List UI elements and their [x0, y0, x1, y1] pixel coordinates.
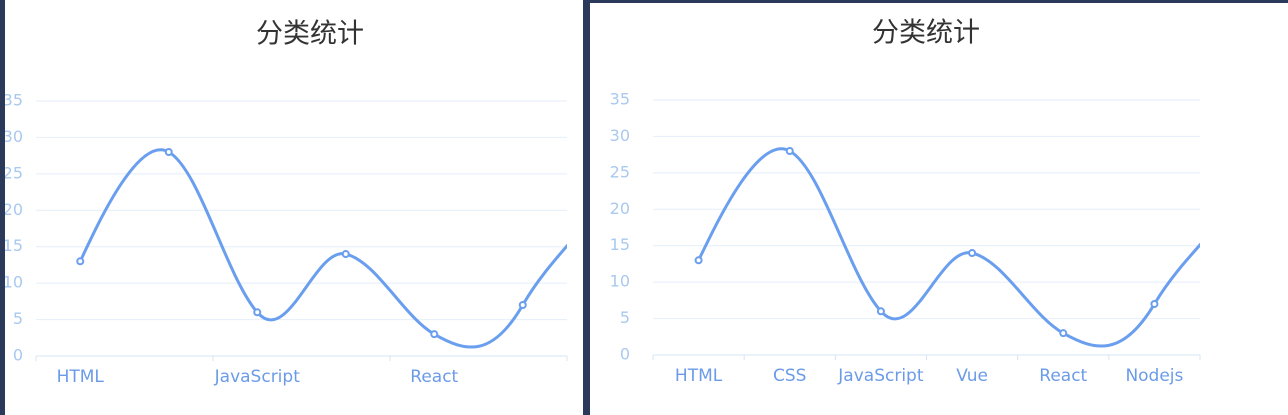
y-tick-label: 15 [5, 236, 23, 255]
x-tick-label: CSS [773, 366, 806, 386]
x-tick-label: Nodejs [1125, 366, 1183, 386]
x-tick-label: JavaScript [214, 367, 301, 387]
x-tick-label: React [410, 367, 458, 387]
point-marker [518, 301, 527, 309]
y-tick-label: 5 [620, 308, 630, 327]
chart-panel: 分类统计 0 5 10 15 20 25 30 35 HTML CSS JavaScript Vue Re… [590, 3, 1288, 415]
y-tick-label: 10 [610, 272, 630, 291]
plot [694, 147, 1249, 348]
y-tick-label: 0 [620, 345, 630, 364]
plot [76, 148, 567, 349]
x-tick-label: HTML [675, 366, 723, 386]
point-marker [785, 147, 794, 155]
chart-title: 分类统计 [256, 19, 364, 50]
y-tick-label: 30 [5, 127, 23, 146]
y-tick-label: 5 [13, 309, 23, 328]
chart-title: 分类统计 [872, 18, 980, 49]
x-tick-label: JavaScript [837, 366, 924, 386]
point-marker [1059, 329, 1068, 338]
point-marker [968, 249, 977, 257]
y-tick-label: 35 [610, 90, 630, 109]
point-marker [164, 148, 173, 156]
series-line [78, 148, 567, 349]
point-marker [1150, 300, 1159, 308]
x-tick-label: React [1039, 366, 1087, 386]
point-marker [341, 250, 350, 258]
point-marker [694, 256, 703, 265]
point-marker [253, 308, 262, 317]
point-marker [430, 330, 439, 339]
x-tick-label: Vue [956, 366, 988, 386]
y-tick-label: 20 [610, 199, 630, 218]
y-tick-label: 20 [5, 200, 23, 219]
y-tick-label: 15 [610, 235, 630, 254]
point-marker [876, 307, 885, 316]
point-marker [76, 257, 85, 266]
y-tick-label: 30 [610, 126, 630, 145]
y-tick-label: 25 [610, 162, 630, 181]
y-tick-label: 35 [5, 91, 23, 110]
y-tick-label: 25 [5, 163, 23, 182]
y-tick-label: 0 [13, 346, 23, 365]
series-line [697, 147, 1200, 348]
chart-panel: 分类统计 0 5 10 15 20 25 30 35 HTML JavaScript React [5, 0, 583, 415]
point-marker [1243, 177, 1249, 183]
y-tick-label: 10 [5, 273, 23, 292]
x-tick-label: HTML [57, 367, 105, 387]
